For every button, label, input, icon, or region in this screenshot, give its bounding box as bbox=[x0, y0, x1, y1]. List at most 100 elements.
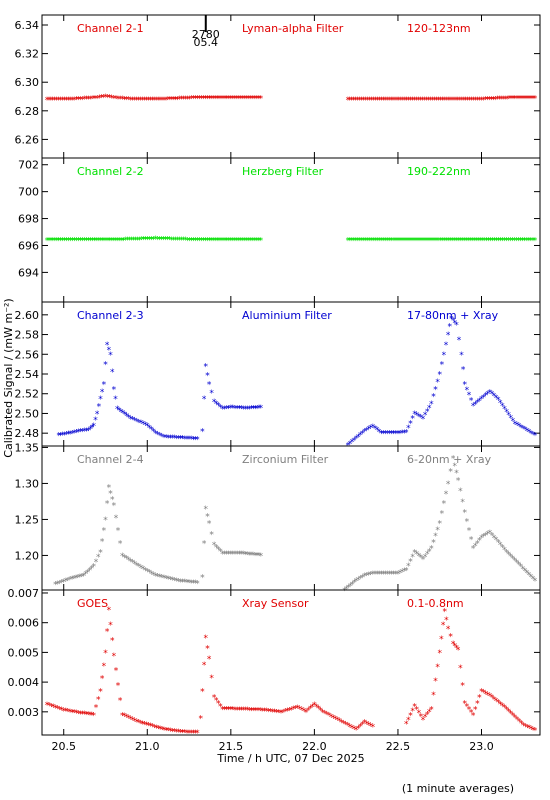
band-label: 6-20nm + Xray bbox=[407, 453, 492, 466]
data-point: * bbox=[494, 536, 499, 546]
data-point: * bbox=[451, 317, 456, 327]
data-point: * bbox=[66, 237, 71, 247]
data-point: * bbox=[95, 94, 100, 104]
data-point: * bbox=[195, 436, 200, 446]
data-point: * bbox=[264, 707, 269, 717]
data-point: * bbox=[419, 712, 424, 722]
data-point: * bbox=[477, 397, 482, 407]
data-point: * bbox=[298, 705, 303, 715]
data-point: * bbox=[107, 346, 112, 356]
data-point: * bbox=[444, 616, 449, 626]
data-point: * bbox=[221, 237, 226, 247]
data-point: * bbox=[356, 576, 361, 586]
data-point: * bbox=[115, 405, 120, 415]
data-point: * bbox=[199, 237, 204, 247]
data-point: * bbox=[519, 423, 524, 433]
data-point: * bbox=[64, 237, 69, 247]
data-point: * bbox=[90, 423, 95, 433]
data-point: * bbox=[494, 394, 499, 404]
data-point: * bbox=[490, 531, 495, 541]
data-point: * bbox=[139, 719, 144, 729]
data-point: * bbox=[468, 237, 473, 247]
data-point: * bbox=[139, 564, 144, 574]
data-point: * bbox=[389, 570, 394, 580]
data-point: * bbox=[387, 430, 392, 440]
data-point: * bbox=[141, 720, 146, 730]
data-point: * bbox=[509, 95, 514, 105]
data-point: * bbox=[385, 570, 390, 580]
data-point: * bbox=[231, 706, 236, 716]
data-point: * bbox=[531, 430, 536, 440]
data-point: * bbox=[128, 96, 133, 106]
data-point: * bbox=[346, 722, 351, 732]
data-point: * bbox=[471, 402, 476, 412]
data-point: * bbox=[517, 718, 522, 728]
data-point: * bbox=[185, 236, 190, 246]
data-point: * bbox=[162, 574, 167, 584]
data-point: * bbox=[82, 427, 87, 437]
data-point: * bbox=[97, 403, 102, 413]
data-point: * bbox=[164, 434, 169, 444]
data-point: * bbox=[112, 237, 117, 247]
data-point: * bbox=[56, 432, 61, 442]
data-point: * bbox=[434, 237, 439, 247]
data-point: * bbox=[402, 237, 407, 247]
data-point: * bbox=[531, 575, 536, 585]
data-point: * bbox=[417, 412, 422, 422]
data-point: * bbox=[141, 565, 146, 575]
data-point: * bbox=[51, 237, 56, 247]
data-point: * bbox=[410, 237, 415, 247]
data-point: * bbox=[310, 703, 315, 713]
data-point: * bbox=[371, 423, 376, 433]
data-point: * bbox=[371, 96, 376, 106]
data-point: * bbox=[383, 96, 388, 106]
data-point: * bbox=[229, 550, 234, 560]
data-point: * bbox=[373, 425, 378, 435]
data-point: * bbox=[239, 405, 244, 415]
data-point: * bbox=[482, 237, 487, 247]
data-point: * bbox=[203, 237, 208, 247]
data-point: * bbox=[106, 237, 111, 247]
data-point: * bbox=[458, 237, 463, 247]
data-point: * bbox=[225, 237, 230, 247]
data-point: * bbox=[425, 550, 430, 560]
data-point: * bbox=[227, 237, 232, 247]
data-point: * bbox=[460, 96, 465, 106]
data-point: * bbox=[205, 371, 210, 381]
data-point: * bbox=[231, 237, 236, 247]
y-tick-label: 2.54 bbox=[15, 368, 40, 381]
data-point: * bbox=[96, 695, 101, 705]
data-point: * bbox=[110, 237, 115, 247]
data-point: * bbox=[339, 718, 344, 728]
data-point: * bbox=[72, 429, 77, 439]
data-point: * bbox=[518, 237, 523, 247]
data-point: * bbox=[215, 237, 220, 247]
data-point: * bbox=[94, 237, 99, 247]
data-point: * bbox=[163, 236, 168, 246]
data-point: * bbox=[488, 692, 493, 702]
data-point: * bbox=[342, 587, 347, 597]
data-point: * bbox=[364, 426, 369, 436]
data-point: * bbox=[504, 705, 509, 715]
data-point: * bbox=[511, 95, 516, 105]
data-point: * bbox=[209, 237, 214, 247]
data-point: * bbox=[207, 380, 212, 390]
data-point: * bbox=[197, 237, 202, 247]
data-point: * bbox=[80, 573, 85, 583]
data-point: * bbox=[122, 712, 127, 722]
data-point: * bbox=[212, 398, 217, 408]
data-point: * bbox=[74, 574, 79, 584]
data-point: * bbox=[431, 538, 436, 548]
y-tick-label: 6.26 bbox=[15, 133, 40, 146]
data-point: * bbox=[101, 93, 106, 103]
data-point: * bbox=[527, 237, 532, 247]
data-point: * bbox=[373, 96, 378, 106]
data-point: * bbox=[122, 95, 127, 105]
data-point: * bbox=[513, 420, 518, 430]
data-point: * bbox=[66, 430, 71, 440]
data-point: * bbox=[450, 96, 455, 106]
data-point: * bbox=[45, 237, 50, 247]
data-point: * bbox=[145, 567, 150, 577]
data-point: * bbox=[189, 435, 194, 445]
data-point: * bbox=[64, 707, 69, 717]
